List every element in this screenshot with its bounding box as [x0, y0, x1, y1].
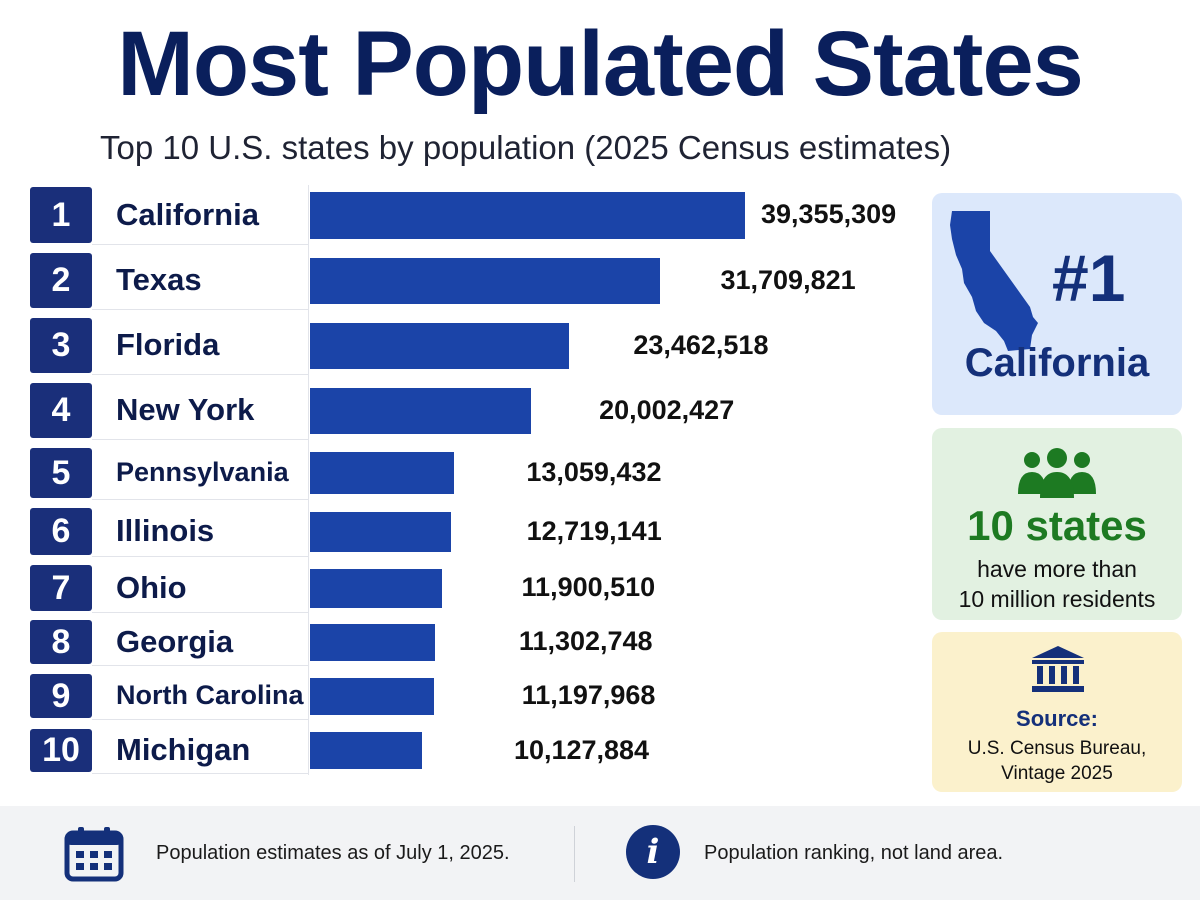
states-count-number: 10 states: [967, 502, 1147, 549]
bar: [310, 569, 442, 608]
bar: [310, 258, 661, 304]
chart-divider: [308, 185, 309, 775]
chart-row: 2 Texas: [30, 251, 920, 310]
source-line-1: U.S. Census Bureau,: [967, 738, 1147, 759]
page-subtitle: Top 10 U.S. states by population (2025 C…: [100, 129, 952, 166]
top-state-name: California: [964, 341, 1150, 385]
bar-chart: 1 California 39,355,309 2 Texas 31,709,821 3 Fl…: [30, 185, 920, 774]
rank-badge: 10: [30, 729, 92, 772]
state-label: Illinois: [92, 506, 308, 557]
source-card: Source: U.S. Census Bureau, Vintage 2025: [932, 632, 1182, 792]
calendar-icon: [64, 827, 124, 882]
value-label: 12,719,141: [526, 515, 662, 546]
states-count-description: have more than 10 million residents: [932, 554, 1182, 614]
rank-badge: 8: [30, 620, 92, 664]
rank-badge: 1: [30, 187, 92, 243]
people-group-icon: [1018, 448, 1096, 498]
rank-badge: 6: [30, 508, 92, 555]
source-label: Source:: [1016, 706, 1098, 731]
source-text: U.S. Census Bureau, Vintage 2025: [932, 736, 1182, 786]
bar: [310, 512, 451, 552]
chart-row: 9 North Carolina: [30, 672, 920, 720]
states-count-card: 10 states have more than 10 million resi…: [932, 428, 1182, 620]
value-label: 23,462,518: [633, 329, 769, 360]
page-title: Most Populated States: [117, 13, 1084, 115]
value-label: 31,709,821: [720, 264, 856, 295]
top-rank-label: #1: [1052, 241, 1126, 315]
bar: [310, 732, 422, 769]
state-label: Georgia: [92, 618, 308, 666]
top-state-card: #1 California: [932, 193, 1182, 415]
rank-badge: 5: [30, 448, 92, 498]
footer-date-note: Population estimates as of July 1, 2025.: [156, 842, 510, 864]
value-label: 11,197,968: [521, 680, 656, 710]
footer-separator: [574, 826, 575, 882]
chart-row: 5 Pennsylvania: [30, 446, 920, 500]
source-line-2: Vintage 2025: [1001, 763, 1113, 784]
government-building-icon: [1032, 646, 1084, 692]
state-label: Michigan: [92, 727, 308, 774]
state-label: New York: [92, 381, 308, 440]
states-count-line-1: have more than: [977, 556, 1137, 582]
states-count-line-2: 10 million residents: [958, 586, 1156, 612]
bar: [310, 388, 532, 434]
state-label: Ohio: [92, 563, 308, 613]
state-label: Florida: [92, 316, 308, 375]
chart-row: 10 Michigan: [30, 727, 920, 774]
rank-badge: 9: [30, 674, 92, 718]
info-icon: i: [626, 825, 680, 879]
value-label: 39,355,309: [761, 199, 897, 229]
bar: [310, 452, 455, 494]
state-label: Texas: [92, 251, 308, 310]
value-label: 20,002,427: [599, 394, 735, 425]
value-label: 13,059,432: [526, 457, 662, 487]
value-label: 11,900,510: [521, 572, 656, 602]
bar: [310, 624, 435, 661]
footer-ranking-note: Population ranking, not land area.: [704, 842, 1004, 864]
state-label: North Carolina: [92, 672, 308, 720]
bar: [310, 678, 434, 715]
bar: [310, 323, 570, 369]
state-label: Pennsylvania: [92, 446, 308, 500]
rank-badge: 4: [30, 383, 92, 438]
chart-row: 8 Georgia: [30, 618, 920, 666]
rank-badge: 2: [30, 253, 92, 308]
chart-row: 3 Florida: [30, 316, 920, 375]
chart-row: 4 New York: [30, 381, 920, 440]
state-label: California: [92, 185, 308, 245]
rank-badge: 7: [30, 565, 92, 611]
chart-row: 1 California: [30, 185, 920, 245]
chart-row: 6 Illinois: [30, 506, 920, 557]
value-label: 11,302,748: [518, 626, 653, 656]
footer: Population estimates as of July 1, 2025.…: [0, 806, 1200, 900]
rank-badge: 3: [30, 318, 92, 373]
bar: [310, 192, 745, 239]
value-label: 10,127,884: [513, 734, 650, 765]
chart-row: 7 Ohio: [30, 563, 920, 613]
california-map-icon: [950, 211, 1038, 351]
